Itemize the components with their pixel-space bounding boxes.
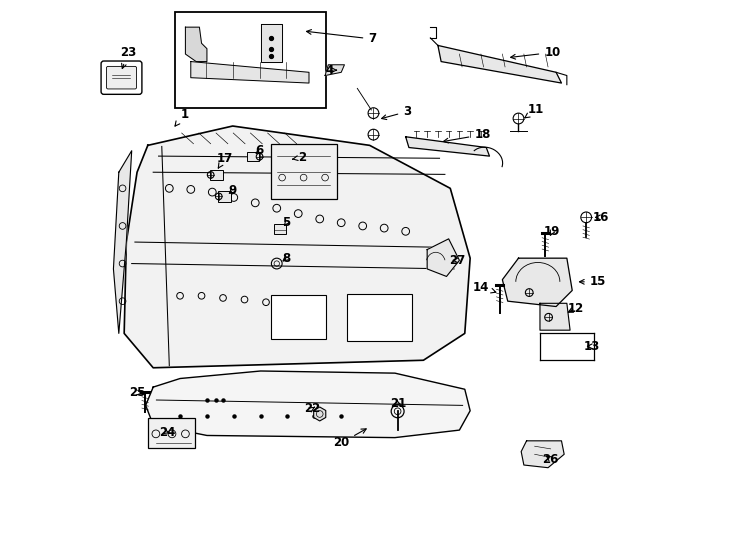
Polygon shape bbox=[540, 303, 570, 330]
Text: 14: 14 bbox=[473, 281, 496, 294]
Bar bbox=[210, 170, 223, 180]
Text: 23: 23 bbox=[120, 46, 136, 69]
Bar bbox=[175, 12, 326, 108]
Text: 20: 20 bbox=[333, 429, 366, 449]
Text: 2: 2 bbox=[293, 151, 307, 164]
Text: 19: 19 bbox=[544, 225, 561, 238]
Text: 7: 7 bbox=[307, 30, 377, 45]
Text: 8: 8 bbox=[283, 252, 291, 265]
Bar bbox=[272, 295, 326, 339]
FancyBboxPatch shape bbox=[106, 66, 137, 89]
Polygon shape bbox=[186, 27, 207, 62]
Text: 17: 17 bbox=[217, 152, 233, 168]
Text: 12: 12 bbox=[567, 302, 584, 315]
Polygon shape bbox=[261, 24, 282, 62]
Text: 15: 15 bbox=[579, 275, 606, 288]
Text: 9: 9 bbox=[228, 184, 237, 197]
Polygon shape bbox=[438, 45, 562, 83]
Bar bbox=[148, 418, 195, 448]
Text: 22: 22 bbox=[304, 402, 320, 415]
Bar bbox=[346, 294, 412, 341]
Polygon shape bbox=[521, 441, 564, 468]
Text: 1: 1 bbox=[175, 107, 189, 126]
Polygon shape bbox=[124, 126, 470, 368]
Bar bbox=[274, 224, 286, 234]
Text: 25: 25 bbox=[129, 386, 145, 399]
Text: 24: 24 bbox=[159, 426, 175, 438]
Bar bbox=[272, 144, 337, 199]
Polygon shape bbox=[502, 258, 573, 307]
Bar bbox=[218, 191, 231, 202]
Polygon shape bbox=[145, 371, 470, 437]
Text: 3: 3 bbox=[382, 105, 411, 119]
FancyBboxPatch shape bbox=[101, 61, 142, 94]
Text: 27: 27 bbox=[449, 254, 465, 267]
Text: 11: 11 bbox=[525, 103, 545, 118]
Text: 10: 10 bbox=[511, 46, 561, 59]
Text: 13: 13 bbox=[584, 340, 600, 353]
Text: 5: 5 bbox=[283, 216, 291, 229]
Polygon shape bbox=[325, 65, 344, 76]
Bar bbox=[247, 152, 259, 161]
Text: 18: 18 bbox=[443, 128, 491, 143]
Text: 6: 6 bbox=[255, 144, 264, 157]
Text: 4: 4 bbox=[325, 64, 337, 77]
Text: 16: 16 bbox=[592, 211, 609, 224]
Polygon shape bbox=[427, 239, 459, 276]
Text: 21: 21 bbox=[390, 397, 407, 410]
Polygon shape bbox=[114, 151, 131, 333]
Text: 26: 26 bbox=[542, 453, 559, 465]
Polygon shape bbox=[191, 62, 309, 83]
Polygon shape bbox=[406, 137, 490, 156]
